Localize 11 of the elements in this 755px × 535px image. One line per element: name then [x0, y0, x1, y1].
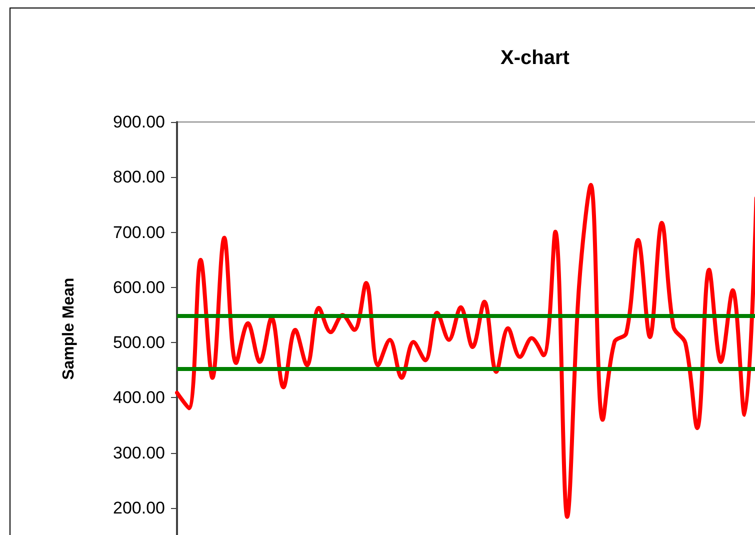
y-tick-label: 300.00	[113, 443, 165, 462]
chart-title: X-chart	[500, 47, 570, 69]
y-tick-label: 200.00	[113, 498, 165, 518]
line-series	[175, 182, 755, 519]
y-tick-label: 500.00	[113, 333, 165, 352]
y-tick-label: 800.00	[113, 168, 165, 187]
y-tick-label: 600.00	[113, 278, 165, 297]
y-tick-label: 400.00	[113, 388, 165, 408]
y-tick-label: 900.00	[113, 112, 165, 132]
y-tick-label: 700.00	[113, 222, 165, 242]
y-axis-title: Sample Mean	[60, 278, 78, 380]
